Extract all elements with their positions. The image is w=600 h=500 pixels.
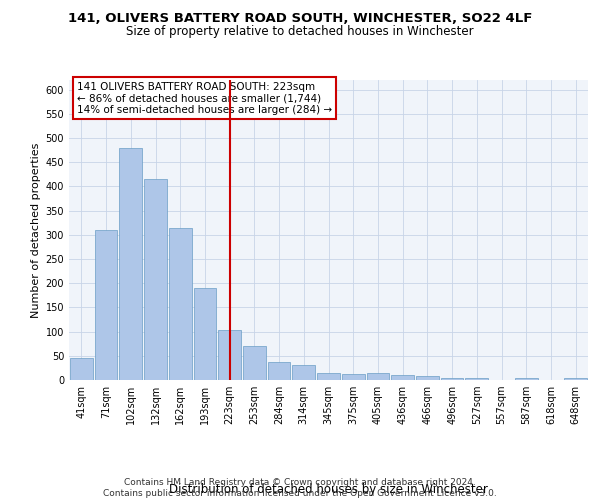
Bar bbox=[441, 378, 463, 380]
Bar bbox=[391, 375, 414, 380]
Text: 141 OLIVERS BATTERY ROAD SOUTH: 223sqm
← 86% of detached houses are smaller (1,7: 141 OLIVERS BATTERY ROAD SOUTH: 223sqm ←… bbox=[77, 82, 332, 114]
Bar bbox=[367, 372, 389, 380]
Bar bbox=[268, 362, 290, 380]
Bar bbox=[564, 378, 587, 380]
Text: Size of property relative to detached houses in Winchester: Size of property relative to detached ho… bbox=[126, 25, 474, 38]
Bar bbox=[218, 330, 241, 380]
Bar bbox=[466, 378, 488, 380]
Bar bbox=[194, 288, 216, 380]
X-axis label: Distribution of detached houses by size in Winchester: Distribution of detached houses by size … bbox=[169, 482, 488, 496]
Bar bbox=[70, 358, 93, 380]
Bar bbox=[515, 378, 538, 380]
Bar bbox=[119, 148, 142, 380]
Text: Contains HM Land Registry data © Crown copyright and database right 2024.
Contai: Contains HM Land Registry data © Crown c… bbox=[103, 478, 497, 498]
Bar bbox=[416, 376, 439, 380]
Bar bbox=[292, 364, 315, 380]
Bar bbox=[342, 374, 365, 380]
Bar bbox=[317, 372, 340, 380]
Bar bbox=[243, 346, 266, 380]
Bar bbox=[169, 228, 191, 380]
Text: 141, OLIVERS BATTERY ROAD SOUTH, WINCHESTER, SO22 4LF: 141, OLIVERS BATTERY ROAD SOUTH, WINCHES… bbox=[68, 12, 532, 26]
Y-axis label: Number of detached properties: Number of detached properties bbox=[31, 142, 41, 318]
Bar bbox=[95, 230, 118, 380]
Bar bbox=[144, 179, 167, 380]
